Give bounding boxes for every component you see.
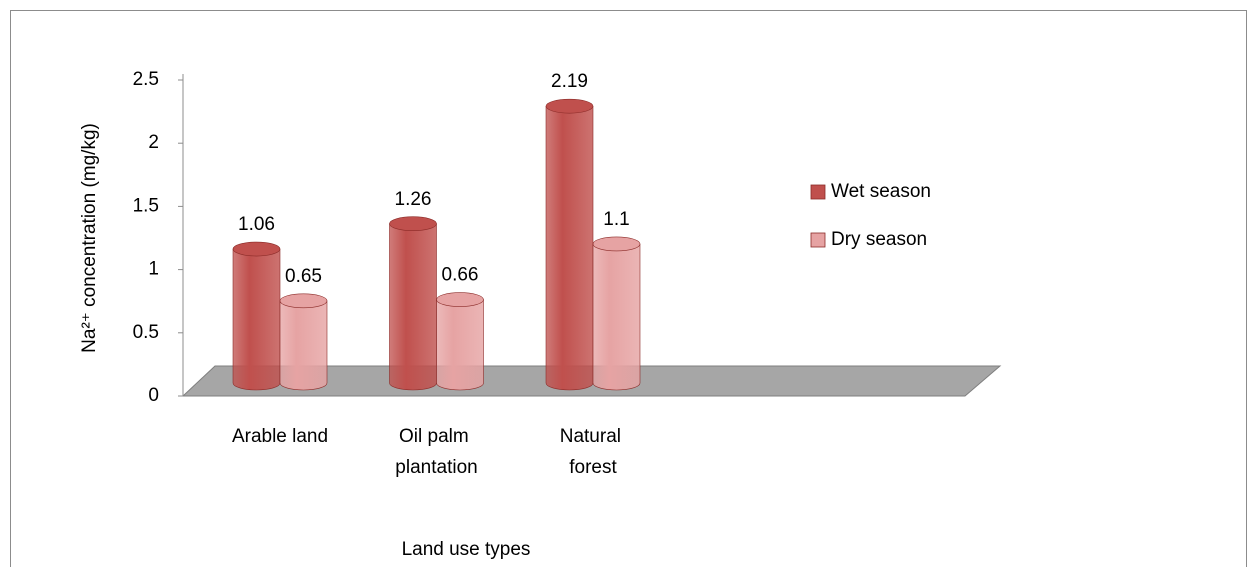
bar-top — [279, 293, 328, 309]
value-label: 0.66 — [442, 265, 479, 286]
bar — [279, 300, 328, 391]
y-tick-label: 1.5 — [133, 195, 159, 216]
legend-swatch — [810, 232, 826, 248]
x-tick-label: Natural forest — [560, 426, 627, 478]
label-line: forest — [569, 457, 617, 478]
y-tick-label: 2 — [148, 132, 159, 153]
value-label: 1.06 — [238, 214, 275, 235]
x-tick-label: Arable land — [232, 426, 328, 447]
y-tick-label: 0 — [148, 385, 159, 406]
y-tick-label: 1 — [148, 259, 159, 280]
legend-swatch — [810, 184, 826, 200]
x-tick-label: Oil palm plantation — [395, 426, 477, 478]
y-axis-title: Na²⁺ concentration (mg/kg) — [79, 123, 100, 353]
y-tick-label: 0.5 — [133, 322, 159, 343]
value-label: 1.1 — [603, 209, 629, 230]
value-label: 0.65 — [285, 266, 322, 287]
value-label: 1.26 — [395, 189, 432, 210]
y-tick-label: 2.5 — [133, 69, 159, 90]
chart-frame — [10, 10, 1247, 567]
label-line: Arable land — [232, 426, 328, 447]
value-label: 2.19 — [551, 71, 588, 92]
bar — [592, 243, 641, 391]
label-line: plantation — [395, 457, 477, 478]
label-line: Natural — [560, 426, 627, 447]
bar-top — [232, 241, 281, 257]
x-axis-title: Land use types — [402, 539, 531, 560]
legend-label: Dry season — [831, 229, 927, 250]
bar-top — [592, 236, 641, 252]
bar — [545, 105, 594, 391]
bar-top — [545, 98, 594, 114]
label-line: Oil palm — [399, 426, 474, 447]
legend-label: Wet season — [831, 181, 931, 202]
bar-top — [436, 292, 484, 307]
bar — [232, 248, 281, 391]
bar-top — [389, 216, 437, 232]
bar — [389, 223, 437, 391]
bar — [436, 299, 484, 391]
